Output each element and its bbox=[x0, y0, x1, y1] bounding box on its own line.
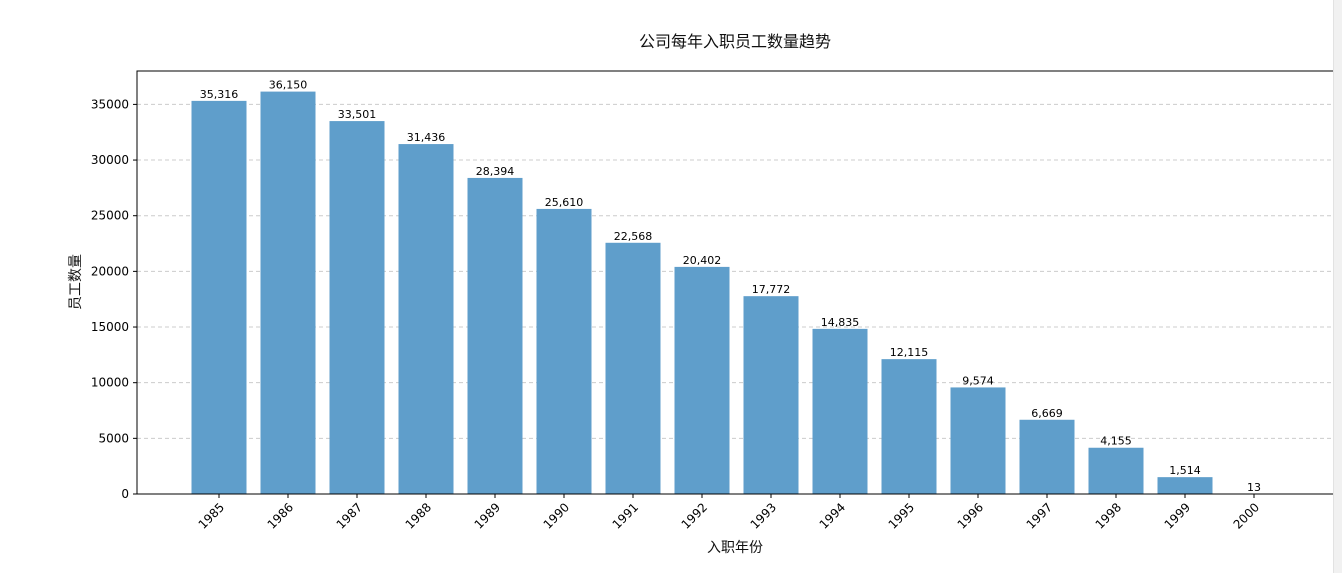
bar-1995 bbox=[881, 359, 937, 494]
bar-1990 bbox=[536, 208, 592, 494]
bar-value-label: 14,835 bbox=[821, 316, 860, 329]
bar-1993 bbox=[743, 296, 799, 494]
chart-title: 公司每年入职员工数量趋势 bbox=[638, 32, 831, 51]
x-tick-label: 1990 bbox=[541, 500, 572, 531]
bar-1998 bbox=[1088, 447, 1144, 494]
bar-value-label: 22,568 bbox=[614, 230, 653, 243]
x-tick-label: 1999 bbox=[1162, 500, 1193, 531]
bar-value-label: 36,150 bbox=[269, 79, 308, 92]
x-tick-label: 1991 bbox=[610, 500, 641, 531]
y-tick-label: 35000 bbox=[91, 97, 129, 111]
x-tick-label: 1988 bbox=[403, 500, 434, 531]
bar-1991 bbox=[605, 242, 661, 494]
y-tick-label: 0 bbox=[121, 487, 129, 501]
y-tick-label: 15000 bbox=[91, 320, 129, 334]
window-edge bbox=[1333, 0, 1342, 573]
bar-value-label: 25,610 bbox=[545, 196, 584, 209]
x-tick-label: 1989 bbox=[472, 500, 503, 531]
bar-1997 bbox=[1019, 419, 1075, 494]
bar-value-label: 20,402 bbox=[683, 254, 722, 267]
bar-value-label: 12,115 bbox=[890, 346, 929, 359]
bar-1986 bbox=[260, 91, 316, 495]
bar-1992 bbox=[674, 266, 730, 494]
y-tick-label: 30000 bbox=[91, 153, 129, 167]
y-tick-label: 25000 bbox=[91, 209, 129, 223]
x-tick-label: 1987 bbox=[334, 500, 365, 531]
x-axis-label: 入职年份 bbox=[707, 540, 763, 556]
bar-value-label: 1,514 bbox=[1169, 464, 1201, 477]
x-tick-label: 1985 bbox=[196, 500, 227, 531]
bar-value-label: 31,436 bbox=[407, 131, 446, 144]
x-tick-label: 1998 bbox=[1093, 500, 1124, 531]
bar-1994 bbox=[812, 328, 868, 494]
x-tick-label: 1996 bbox=[955, 500, 986, 531]
bar-1989 bbox=[467, 177, 523, 495]
x-tick-label: 1993 bbox=[748, 500, 779, 531]
bar-1999 bbox=[1157, 477, 1213, 494]
y-tick-label: 5000 bbox=[98, 431, 129, 445]
bar-1985 bbox=[191, 100, 247, 494]
y-tick-label: 10000 bbox=[91, 376, 129, 390]
bar-value-label: 4,155 bbox=[1100, 435, 1132, 448]
bar-value-label: 17,772 bbox=[752, 283, 791, 296]
x-tick-label: 2000 bbox=[1231, 500, 1262, 531]
x-tick-label: 1995 bbox=[886, 500, 917, 531]
bar-value-label: 6,669 bbox=[1031, 407, 1063, 420]
axes-frame bbox=[136, 70, 1335, 495]
bar-value-label: 13 bbox=[1247, 481, 1261, 494]
y-tick-label: 20000 bbox=[91, 264, 129, 278]
x-tick-label: 1994 bbox=[817, 500, 848, 531]
bar-value-label: 28,394 bbox=[476, 165, 515, 178]
bar-value-label: 33,501 bbox=[338, 108, 377, 121]
x-tick-label: 1997 bbox=[1024, 500, 1055, 531]
bar-value-label: 9,574 bbox=[962, 374, 994, 387]
x-tick-label: 1992 bbox=[679, 500, 710, 531]
bar-1988 bbox=[398, 144, 454, 494]
bar-value-label: 35,316 bbox=[200, 88, 239, 101]
bar-1987 bbox=[329, 121, 385, 495]
bar-1996 bbox=[950, 387, 1006, 494]
x-tick-label: 1986 bbox=[265, 500, 296, 531]
